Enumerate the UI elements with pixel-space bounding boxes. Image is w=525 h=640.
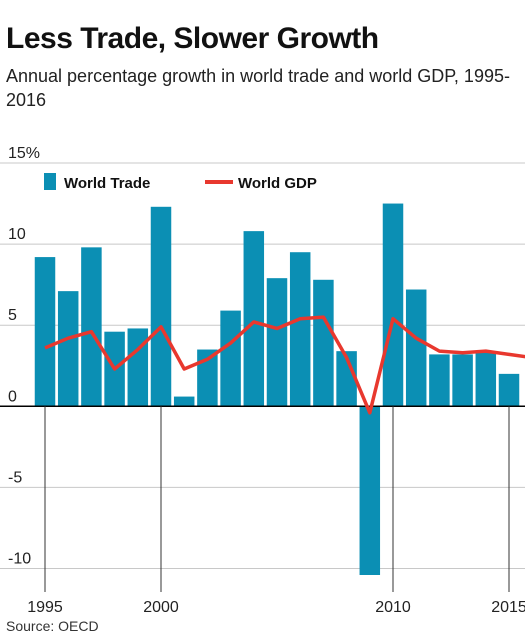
x-tick-label: 2015 <box>491 599 525 616</box>
gdp-line <box>44 315 525 415</box>
chart-title: Less Trade, Slower Growth <box>6 22 379 55</box>
trade-bar <box>266 278 288 407</box>
trade-bar <box>405 289 427 407</box>
x-tick-label: 2010 <box>375 599 411 616</box>
legend-gdp-label: World GDP <box>238 175 317 192</box>
legend-trade-label: World Trade <box>64 175 150 192</box>
trade-bar <box>475 352 497 407</box>
trade-bar <box>429 354 450 407</box>
y-tick-label: 15% <box>8 145 40 162</box>
y-tick-label: 10 <box>8 226 26 243</box>
y-tick-label: -10 <box>8 551 31 568</box>
trade-bar <box>57 291 79 407</box>
trade-bar <box>197 349 218 407</box>
trade-bar <box>34 257 56 407</box>
trade-bar <box>127 328 149 407</box>
trade-bar <box>243 231 265 407</box>
y-tick-label: 5 <box>8 307 17 324</box>
trade-bar <box>336 351 357 407</box>
y-tick-label: -5 <box>8 469 22 486</box>
trade-bar <box>289 252 311 407</box>
chart-subtitle: Annual percentage growth in world trade … <box>6 66 510 110</box>
trade-bar <box>150 206 172 407</box>
x-tick-label: 2000 <box>143 599 179 616</box>
trade-bar <box>81 247 102 407</box>
trade-bar <box>220 310 241 407</box>
trade-bar <box>452 354 473 407</box>
legend-trade-swatch <box>44 173 56 190</box>
x-axis-ticks: 1995 2000 2010 2015 <box>27 406 525 616</box>
y-tick-label: 0 <box>8 388 17 405</box>
trade-bar <box>313 279 334 407</box>
trade-bar <box>173 396 195 407</box>
trade-bars <box>34 203 520 575</box>
source-note: Source: OECD <box>6 618 99 634</box>
legend: World Trade World GDP <box>44 173 317 192</box>
trade-bar <box>359 406 381 575</box>
y-axis-ticks: 15% 10 5 0 -5 -10 <box>8 145 40 568</box>
x-tick-label: 1995 <box>27 599 63 616</box>
trade-bar <box>498 373 520 407</box>
gdp-line-group <box>44 315 525 415</box>
trade-bar <box>382 203 404 407</box>
